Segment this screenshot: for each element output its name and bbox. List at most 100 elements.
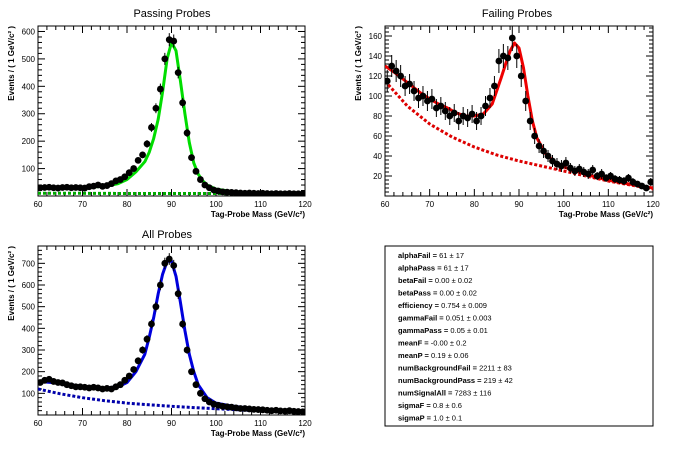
x-tick-label: 90 — [167, 200, 176, 209]
x-tick-label: 60 — [34, 419, 43, 428]
data-point — [647, 178, 653, 186]
fit-parameter: alphaFail = 61 ± 17 — [398, 251, 464, 260]
data-point — [517, 72, 525, 80]
fit-parameter: meanP = 0.19 ± 0.06 — [398, 351, 469, 360]
fit-parameter-value: 0.8 ± 0.6 — [433, 401, 462, 410]
chart-title: Failing Probes — [482, 8, 553, 20]
fit-parameter: numSignalAll = 7283 ± 116 — [398, 389, 491, 398]
data-point — [464, 114, 472, 122]
y-axis-label: Events / ( 1 GeV/c² ) — [7, 26, 16, 101]
data-point — [148, 124, 155, 131]
data-point — [385, 77, 391, 85]
data-point — [406, 80, 413, 88]
y-tick-label: 400 — [22, 82, 36, 91]
fit-parameter-value: 7283 ± 116 — [454, 389, 491, 398]
data-point — [152, 104, 160, 112]
data-point — [495, 57, 503, 65]
fit-parameters-box: alphaFail = 61 ± 17 alphaPass = 61 ± 17 be… — [384, 245, 654, 427]
fit-parameter-value: 0.19 ± 0.06 — [431, 351, 468, 360]
fit-parameter-name: meanP = — [398, 351, 431, 360]
y-tick-label: 300 — [22, 346, 36, 355]
fit-parameter-name: sigmaF = — [398, 401, 433, 410]
data-point — [139, 151, 146, 159]
fit-parameter-name: efficiency = — [398, 301, 441, 310]
fit-parameter-name: numBackgroundPass = — [398, 376, 484, 385]
fit-parameter: efficiency = 0.754 ± 0.009 — [398, 301, 487, 310]
fit-parameter-value: 0.754 ± 0.009 — [441, 301, 487, 310]
fit-parameter-name: numBackgroundFail = — [398, 364, 479, 373]
y-tick-label: 160 — [369, 32, 383, 41]
data-point — [540, 147, 547, 155]
data-point — [161, 259, 169, 267]
data-point — [179, 99, 187, 107]
y-tick-label: 300 — [22, 110, 36, 119]
data-point — [183, 129, 191, 137]
fit-parameter-value: 0.00 ± 0.02 — [439, 289, 476, 298]
x-tick-label: 80 — [470, 200, 479, 209]
x-tick-label: 80 — [123, 200, 132, 209]
y-tick-label: 120 — [369, 72, 383, 81]
data-point — [188, 368, 195, 376]
plot-area — [38, 33, 305, 196]
data-point — [482, 102, 489, 110]
fit-parameter: alphaPass = 61 ± 17 — [398, 264, 469, 273]
y-tick-label: 600 — [22, 27, 36, 36]
x-axis-label: Tag-Probe Mass (GeV/c²) — [211, 429, 305, 438]
data-point — [455, 117, 463, 125]
data-point — [642, 184, 650, 192]
data-point — [170, 262, 178, 269]
data-point — [598, 170, 606, 178]
data-point — [419, 92, 427, 100]
data-point — [526, 117, 534, 125]
fit-parameter-name: numSignalAll = — [398, 389, 454, 398]
x-tick-label: 70 — [78, 200, 87, 209]
data-point — [134, 357, 142, 365]
y-tick-label: 80 — [373, 112, 382, 121]
y-tick-label: 20 — [373, 172, 382, 181]
data-point — [544, 152, 552, 160]
plot-area — [385, 26, 653, 192]
data-point — [143, 140, 151, 148]
data-point — [188, 154, 195, 162]
y-tick-label: 600 — [22, 281, 36, 290]
data-point — [531, 132, 539, 140]
fit-parameter: gammaFail = 0.051 ± 0.003 — [398, 314, 492, 323]
data-point — [125, 169, 133, 177]
y-tick-label: 500 — [22, 55, 36, 64]
plot-1: Passing Probes 60 70 80 90 100 110 120 100 200 300… — [7, 8, 312, 219]
x-tick-label: 120 — [646, 200, 660, 209]
fit-parameter-name: gammaPass = — [398, 326, 450, 335]
data-point — [468, 110, 476, 118]
data-point — [299, 190, 305, 196]
y-tick-label: 500 — [22, 303, 36, 312]
x-tick-label: 90 — [515, 200, 524, 209]
signal-plus-background-fit-line — [38, 41, 305, 196]
x-tick-label: 110 — [254, 419, 267, 428]
x-tick-label: 110 — [254, 200, 267, 209]
fit-parameter-value: 0.051 ± 0.003 — [446, 314, 492, 323]
y-tick-label: 100 — [369, 92, 383, 101]
data-point — [410, 87, 418, 95]
data-point — [148, 320, 155, 328]
fit-parameter-value: 2211 ± 83 — [479, 364, 512, 373]
x-axis-label: Tag-Probe Mass (GeV/c²) — [211, 210, 305, 219]
fit-parameter: numBackgroundPass = 219 ± 42 — [398, 376, 513, 385]
fit-parameter-value: 61 ± 17 — [444, 264, 469, 273]
y-tick-label: 200 — [22, 137, 36, 146]
data-point — [441, 107, 449, 115]
fit-parameter-name: betaFail = — [398, 276, 435, 285]
data-point — [152, 303, 160, 311]
data-point — [161, 55, 169, 63]
fit-parameter-name: meanF = — [398, 339, 431, 348]
x-tick-label: 100 — [557, 200, 571, 209]
data-point — [125, 372, 133, 380]
background-fit-line — [38, 387, 305, 415]
data-point — [562, 159, 570, 167]
data-point — [121, 173, 129, 181]
data-point — [130, 366, 138, 373]
data-point — [197, 389, 204, 397]
data-point — [392, 67, 400, 75]
data-point — [299, 408, 305, 415]
